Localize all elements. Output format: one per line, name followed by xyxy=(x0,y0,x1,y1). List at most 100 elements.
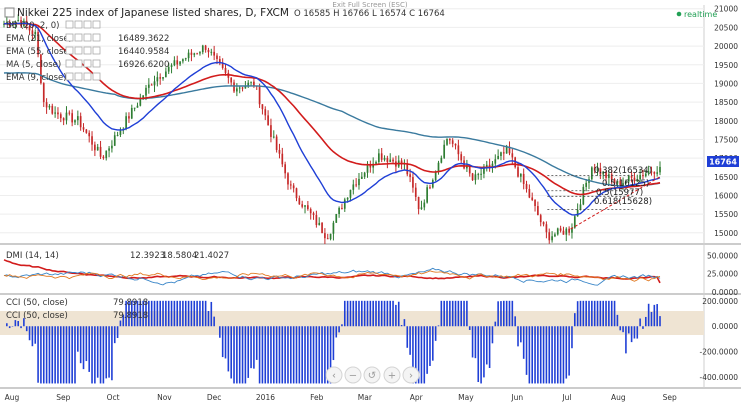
candle-body xyxy=(329,233,332,240)
price-candle xyxy=(378,148,380,165)
candle-body xyxy=(477,174,480,176)
candle-body xyxy=(528,188,531,198)
candle-body xyxy=(82,127,85,130)
candle-body xyxy=(264,109,267,116)
price-candle xyxy=(392,157,394,164)
candle-body xyxy=(426,187,428,203)
candle-body xyxy=(94,144,96,151)
candle-body xyxy=(156,77,159,82)
time-axis-label: 2016 xyxy=(256,393,275,402)
legend-ema9[interactable]: EMA (9, close) xyxy=(6,73,67,83)
legend-ma5[interactable]: MA (5, close) 16926.6200 xyxy=(6,60,169,70)
ema21-line xyxy=(3,22,661,216)
legend-settings-icon[interactable] xyxy=(92,59,101,68)
price-candle xyxy=(457,139,460,161)
candle-body xyxy=(451,140,454,144)
legend-bb[interactable]: BB (20, 2, 0) xyxy=(6,21,59,31)
price-candle xyxy=(585,178,588,192)
legend-settings-icon[interactable] xyxy=(65,59,74,68)
legend-ema55-label: EMA (55, close) xyxy=(6,47,72,57)
legend-settings-icon[interactable] xyxy=(83,72,92,81)
price-candle xyxy=(85,128,88,134)
reset-zoom-button[interactable]: ↺ xyxy=(363,366,381,384)
candle-body xyxy=(420,207,423,210)
time-axis-label: Mar xyxy=(358,393,373,402)
candle-body xyxy=(142,95,144,98)
legend-settings-icon[interactable] xyxy=(92,20,101,29)
legend-settings-icon[interactable] xyxy=(83,46,92,55)
dmi-axis-tick: 50.0000 xyxy=(707,251,738,260)
cci1-label[interactable]: CCI (50, close) xyxy=(6,298,68,308)
candle-body xyxy=(565,228,568,235)
cci2-label[interactable]: CCI (50, close) xyxy=(6,311,68,321)
price-candle xyxy=(369,160,372,173)
price-candle xyxy=(329,233,332,241)
legend-ema55[interactable]: EMA (55, close) 16440.9584 xyxy=(6,47,169,57)
candle-body xyxy=(352,184,355,190)
price-candle xyxy=(88,130,91,143)
zoom-out-button[interactable]: − xyxy=(344,366,362,384)
legend-ema21[interactable]: EMA (21, close) 16489.3622 xyxy=(6,34,169,44)
price-axis-tick: 18500 xyxy=(714,98,738,107)
legend-settings-icon[interactable] xyxy=(74,59,83,68)
dmi-line xyxy=(3,259,661,284)
price-candle xyxy=(105,150,108,161)
price-axis-tick: 20000 xyxy=(714,42,738,51)
price-candle xyxy=(230,77,233,86)
legend-settings-icon[interactable] xyxy=(65,72,74,81)
price-candle xyxy=(537,201,539,216)
price-candle xyxy=(321,222,323,234)
candle-body xyxy=(14,21,17,25)
legend-settings-icon[interactable] xyxy=(92,33,101,42)
price-candle xyxy=(525,180,528,193)
collapse-toggle-icon[interactable] xyxy=(4,7,15,18)
dmi-label[interactable]: DMI (14, 14) xyxy=(6,251,59,261)
legend-settings-icon[interactable] xyxy=(65,33,74,42)
nav-controls: ‹ − ↺ + › xyxy=(325,366,420,384)
candle-body xyxy=(241,87,244,89)
price-candle xyxy=(224,63,227,76)
price-candle xyxy=(295,187,298,202)
legend-settings-icon[interactable] xyxy=(74,20,83,29)
price-candle xyxy=(545,221,548,239)
price-candle xyxy=(57,107,59,120)
time-axis-label: Oct xyxy=(107,393,120,402)
candle-body xyxy=(218,59,221,64)
candle-body xyxy=(593,167,596,171)
candle-body xyxy=(238,87,241,89)
price-candle xyxy=(446,138,448,146)
price-candle xyxy=(204,44,207,53)
legend-settings-icon[interactable] xyxy=(83,33,92,42)
legend-settings-icon[interactable] xyxy=(83,20,92,29)
legend-settings-icon[interactable] xyxy=(65,46,74,55)
legend-ema21-value: 16489.3622 xyxy=(118,34,169,44)
zoom-in-button[interactable]: + xyxy=(383,366,401,384)
legend-settings-icon[interactable] xyxy=(92,46,101,55)
legend-settings-icon[interactable] xyxy=(65,20,74,29)
price-candle xyxy=(571,223,573,239)
price-candle xyxy=(292,183,295,193)
candle-body xyxy=(216,55,218,60)
candle-body xyxy=(488,164,491,167)
price-candle xyxy=(62,117,65,126)
candle-body xyxy=(349,189,352,198)
legend-settings-icon[interactable] xyxy=(83,59,92,68)
price-candle xyxy=(122,127,125,135)
candle-body xyxy=(468,165,471,174)
legend-settings-icon[interactable] xyxy=(74,46,83,55)
candle-body xyxy=(508,146,511,154)
legend-settings-icon[interactable] xyxy=(74,72,83,81)
time-axis-label: May xyxy=(458,393,474,402)
scroll-left-button[interactable]: ‹ xyxy=(325,366,343,384)
legend-settings-icon[interactable] xyxy=(74,33,83,42)
price-candle xyxy=(179,61,181,67)
price-candle xyxy=(554,232,556,238)
legend-settings-icon[interactable] xyxy=(92,72,101,81)
price-candle xyxy=(187,49,190,62)
price-axis-tick: 19000 xyxy=(714,79,738,88)
exit-fullscreen-banner[interactable]: Exit Full Screen (ESC) xyxy=(332,1,407,9)
scroll-right-button[interactable]: › xyxy=(402,366,420,384)
candle-body xyxy=(449,138,451,141)
candle-body xyxy=(210,51,213,53)
candle-body xyxy=(443,144,446,158)
